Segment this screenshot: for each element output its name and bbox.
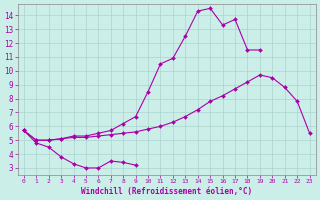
X-axis label: Windchill (Refroidissement éolien,°C): Windchill (Refroidissement éolien,°C) bbox=[81, 187, 252, 196]
